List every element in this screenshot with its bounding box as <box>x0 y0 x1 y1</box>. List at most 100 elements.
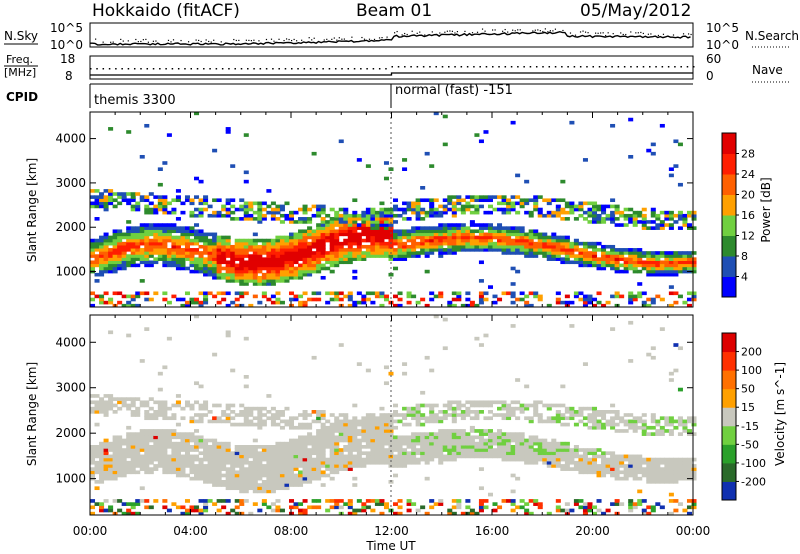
velocity-cell <box>383 460 389 465</box>
power-cell <box>212 148 218 153</box>
nsearch-point <box>343 38 345 40</box>
power-cell <box>99 201 105 206</box>
power-cell <box>225 238 231 243</box>
velocity-cell <box>184 451 190 456</box>
power-cell <box>650 210 656 215</box>
power-cell <box>424 226 430 230</box>
velocity-cell <box>492 435 498 440</box>
velocity-cell <box>153 464 159 468</box>
power-cell <box>329 248 335 252</box>
power-cell <box>497 229 503 234</box>
power-cell <box>194 232 200 237</box>
velocity-cell <box>646 511 652 516</box>
velocity-cell <box>637 457 643 462</box>
velocity-cell <box>492 451 498 456</box>
nsearch-point <box>296 40 298 42</box>
power-cell <box>460 235 466 240</box>
power-cell <box>189 269 195 274</box>
power-cell <box>515 195 521 199</box>
power-cell <box>207 272 213 277</box>
power-cell <box>225 241 231 246</box>
velocity-cell <box>637 499 643 503</box>
power-cell <box>279 238 285 243</box>
power-cell <box>288 241 295 246</box>
velocity-cell <box>601 410 607 414</box>
power-cell <box>270 282 276 286</box>
velocity-cell <box>130 400 136 405</box>
power-cell <box>99 244 105 249</box>
velocity-cell <box>646 476 652 481</box>
velocity-cell <box>198 438 204 443</box>
power-cell <box>596 260 602 265</box>
power-cell <box>469 210 475 215</box>
velocity-cell <box>157 371 163 376</box>
velocity-cell <box>524 457 530 462</box>
velocity-cell <box>216 499 222 503</box>
velocity-cell <box>180 467 186 471</box>
velocity-cell <box>564 454 570 459</box>
velocity-cell <box>578 413 584 417</box>
power-cell <box>311 266 317 271</box>
velocity-cell <box>347 454 353 459</box>
velocity-cell <box>686 473 692 478</box>
velocity-cell <box>203 473 209 478</box>
nsearch-point <box>313 37 315 39</box>
nsearch-point <box>544 28 546 30</box>
velocity-cell <box>659 432 665 436</box>
velocity-cell <box>420 422 426 427</box>
power-cell <box>528 291 534 296</box>
velocity-cell <box>270 454 276 459</box>
nave-point <box>510 66 513 68</box>
power-cell <box>198 201 204 206</box>
power-cell <box>456 198 462 203</box>
power-cell <box>130 192 136 196</box>
power-cell <box>230 248 236 252</box>
velocity-cell <box>270 413 276 417</box>
velocity-cell <box>460 451 466 456</box>
velocity-colorbar-swatch <box>722 407 736 427</box>
velocity-cell <box>537 457 543 462</box>
velocity-cell <box>555 445 561 449</box>
power-cell <box>284 235 290 240</box>
velocity-cell <box>234 483 240 487</box>
power-cell <box>275 207 281 212</box>
velocity-cell <box>483 333 489 338</box>
velocity-cell <box>257 489 263 494</box>
velocity-cell <box>619 502 625 506</box>
power-cell <box>257 213 263 218</box>
velocity-cell <box>243 480 249 484</box>
power-cell <box>686 263 692 268</box>
power-cell <box>542 232 548 237</box>
velocity-cell <box>478 429 484 433</box>
power-cell <box>397 244 403 249</box>
power-cell <box>180 260 186 265</box>
power-cell <box>207 291 213 296</box>
power-cell <box>560 248 566 252</box>
velocity-cell <box>293 483 299 487</box>
velocity-cell <box>180 435 186 440</box>
power-cell <box>415 254 421 258</box>
power-cell <box>212 272 218 277</box>
power-cell <box>533 254 539 258</box>
power-cell <box>406 201 412 206</box>
power-cell <box>320 275 326 280</box>
power-cell <box>270 279 276 283</box>
velocity-cell <box>189 454 195 459</box>
power-cell <box>628 251 634 255</box>
power-cell <box>144 198 150 203</box>
power-cell <box>501 235 507 240</box>
power-cell <box>397 248 403 252</box>
velocity-cell <box>497 406 503 411</box>
power-cell <box>582 254 588 258</box>
power-cell <box>519 238 525 243</box>
power-colorbar-swatch <box>722 153 736 175</box>
power-cell <box>469 198 475 203</box>
power-cell <box>334 254 340 258</box>
power-cell <box>442 198 448 203</box>
velocity-cell <box>279 470 285 475</box>
velocity-cell <box>447 400 453 405</box>
velocity-cell <box>212 502 218 506</box>
velocity-cell <box>465 445 471 449</box>
power-cell <box>641 254 647 258</box>
velocity-cell <box>293 467 299 471</box>
